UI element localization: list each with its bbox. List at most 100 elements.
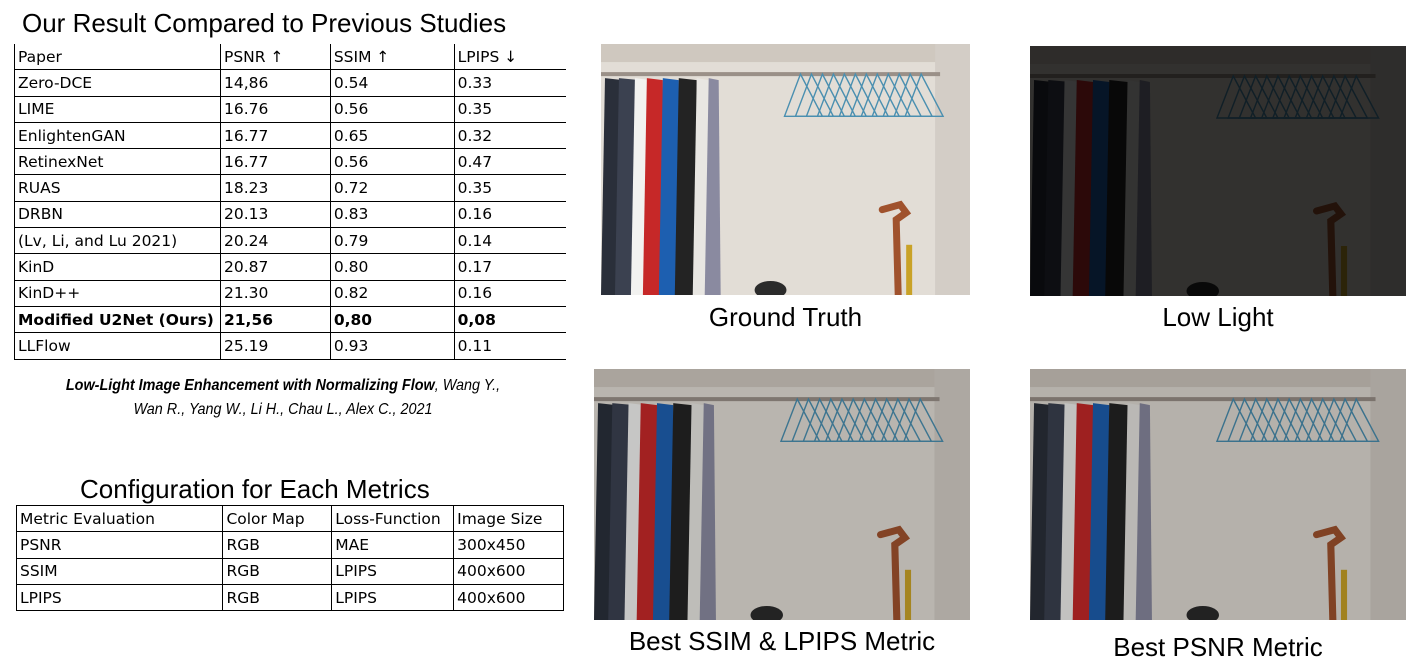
citation-authors-line1: , Wang Y., bbox=[434, 377, 501, 394]
results-cell-ssim: 0.93 bbox=[329, 332, 455, 360]
header-paper: Paper bbox=[14, 44, 221, 71]
results-row: RUAS 18.23 0.72 0.35 bbox=[14, 174, 566, 202]
results-cell-lpips: 0.17 bbox=[453, 253, 566, 281]
wardrobe-photo bbox=[1030, 46, 1406, 296]
results-cell-paper: RUAS bbox=[14, 174, 221, 202]
results-title: Our Result Compared to Previous Studies bbox=[22, 8, 507, 38]
citation-title: Low-Light Image Enhancement with Normali… bbox=[65, 377, 435, 394]
results-cell-psnr: 16.77 bbox=[219, 148, 331, 176]
results-cell-paper: KinD bbox=[14, 253, 221, 281]
wardrobe-photo bbox=[1030, 369, 1406, 620]
results-row: DRBN 20.13 0.83 0.16 bbox=[14, 200, 566, 229]
header-psnr: PSNR ↑ bbox=[219, 44, 331, 71]
results-row: LLFlow 25.19 0.93 0.11 bbox=[14, 332, 566, 360]
results-cell-lpips: 0.35 bbox=[453, 95, 566, 123]
low-light-image bbox=[1030, 46, 1406, 296]
results-cell-psnr: 16.77 bbox=[219, 121, 331, 150]
config-cell-loss: LPIPS bbox=[331, 557, 455, 585]
config-header-colormap: Color Map bbox=[222, 504, 333, 533]
config-cell-colormap: RGB bbox=[222, 557, 333, 585]
results-cell-paper: LIME bbox=[14, 95, 221, 123]
results-row: Modified U2Net (Ours) 21,56 0,80 0,08 bbox=[14, 305, 566, 334]
config-header-metric: Metric Evaluation bbox=[15, 504, 224, 533]
results-cell-paper: Zero-DCE bbox=[14, 69, 221, 97]
results-cell-ssim: 0.82 bbox=[329, 279, 455, 307]
results-cell-psnr: 14,86 bbox=[219, 69, 331, 97]
config-cell-colormap: RGB bbox=[222, 531, 333, 559]
results-cell-ssim: 0.65 bbox=[329, 121, 455, 150]
results-cell-lpips: 0.32 bbox=[453, 121, 566, 150]
results-cell-lpips: 0,08 bbox=[453, 305, 566, 334]
low-light-caption: Low Light bbox=[1162, 302, 1274, 332]
config-cell-loss: LPIPS bbox=[331, 583, 455, 612]
results-cell-ssim: 0.83 bbox=[329, 200, 455, 229]
results-cell-psnr: 21.30 bbox=[219, 279, 331, 307]
results-cell-psnr: 20.24 bbox=[219, 227, 331, 255]
results-cell-ssim: 0.72 bbox=[329, 174, 455, 202]
results-cell-ssim: 0.79 bbox=[329, 227, 455, 255]
results-cell-lpips: 0.16 bbox=[453, 279, 566, 307]
results-cell-ssim: 0.80 bbox=[329, 253, 455, 281]
config-cell-size: 400x600 bbox=[453, 557, 564, 585]
results-header-row: Paper PSNR ↑ SSIM ↑ LPIPS ↓ bbox=[14, 44, 566, 71]
results-cell-psnr: 25.19 bbox=[219, 332, 331, 360]
config-row: SSIM RGB LPIPS 400x600 bbox=[15, 557, 564, 585]
results-cell-lpips: 0.35 bbox=[453, 174, 566, 202]
results-row: KinD++ 21.30 0.82 0.16 bbox=[14, 279, 566, 307]
results-cell-psnr: 20.87 bbox=[219, 253, 331, 281]
results-cell-paper: LLFlow bbox=[14, 332, 221, 360]
citation: Low-Light Image Enhancement with Normali… bbox=[45, 374, 522, 422]
results-row: EnlightenGAN 16.77 0.65 0.32 bbox=[14, 121, 566, 150]
results-cell-paper: RetinexNet bbox=[14, 148, 221, 176]
results-cell-psnr: 20.13 bbox=[219, 200, 331, 229]
results-cell-psnr: 16.76 bbox=[219, 95, 331, 123]
ground-truth-caption: Ground Truth bbox=[708, 302, 863, 332]
citation-authors-line2: Wan R., Yang W., Li H., Chau L., Alex C.… bbox=[133, 401, 433, 418]
config-header-row: Metric Evaluation Color Map Loss-Functio… bbox=[15, 504, 564, 533]
config-cell-metric: PSNR bbox=[15, 531, 224, 559]
config-row: PSNR RGB MAE 300x450 bbox=[15, 531, 564, 559]
wardrobe-photo bbox=[594, 369, 970, 620]
config-title: Configuration for Each Metrics bbox=[80, 474, 430, 504]
results-row: RetinexNet 16.77 0.56 0.47 bbox=[14, 148, 566, 176]
results-cell-lpips: 0.14 bbox=[453, 227, 566, 255]
results-cell-ssim: 0,80 bbox=[329, 305, 455, 334]
results-cell-lpips: 0.16 bbox=[453, 200, 566, 229]
config-cell-metric: LPIPS bbox=[15, 583, 224, 612]
results-cell-lpips: 0.33 bbox=[453, 69, 566, 97]
wardrobe-photo bbox=[601, 44, 970, 295]
results-cell-lpips: 0.11 bbox=[453, 332, 566, 360]
config-cell-colormap: RGB bbox=[222, 583, 333, 612]
best-psnr-image bbox=[1030, 369, 1406, 620]
results-cell-ssim: 0.54 bbox=[329, 69, 455, 97]
config-cell-size: 300x450 bbox=[453, 531, 564, 559]
config-cell-loss: MAE bbox=[331, 531, 455, 559]
best-psnr-caption: Best PSNR Metric bbox=[1113, 632, 1323, 662]
results-row: (Lv, Li, and Lu 2021) 20.24 0.79 0.14 bbox=[14, 227, 566, 255]
header-ssim: SSIM ↑ bbox=[329, 44, 455, 71]
results-cell-ssim: 0.56 bbox=[329, 148, 455, 176]
results-cell-paper: KinD++ bbox=[14, 279, 221, 307]
results-cell-ssim: 0.56 bbox=[329, 95, 455, 123]
config-cell-size: 400x600 bbox=[453, 583, 564, 612]
results-table: Paper PSNR ↑ SSIM ↑ LPIPS ↓ Zero-DCE 14,8… bbox=[14, 44, 566, 360]
results-cell-lpips: 0.47 bbox=[453, 148, 566, 176]
ground-truth-image bbox=[601, 44, 970, 295]
results-cell-psnr: 18.23 bbox=[219, 174, 331, 202]
header-lpips: LPIPS ↓ bbox=[453, 44, 566, 71]
results-cell-paper: DRBN bbox=[14, 200, 221, 229]
results-cell-paper: EnlightenGAN bbox=[14, 121, 221, 150]
results-cell-paper: Modified U2Net (Ours) bbox=[14, 305, 221, 334]
results-row: Zero-DCE 14,86 0.54 0.33 bbox=[14, 69, 566, 97]
config-header-size: Image Size bbox=[453, 504, 564, 533]
results-cell-psnr: 21,56 bbox=[219, 305, 331, 334]
config-header-loss: Loss-Function bbox=[331, 504, 455, 533]
best-ssim-lpips-image bbox=[594, 369, 970, 620]
best-ssim-lpips-caption: Best SSIM & LPIPS Metric bbox=[628, 626, 936, 656]
results-row: LIME 16.76 0.56 0.35 bbox=[14, 95, 566, 123]
config-row: LPIPS RGB LPIPS 400x600 bbox=[15, 583, 564, 612]
config-table: Metric Evaluation Color Map Loss-Functio… bbox=[15, 504, 564, 612]
config-cell-metric: SSIM bbox=[15, 557, 224, 585]
results-cell-paper: (Lv, Li, and Lu 2021) bbox=[14, 227, 221, 255]
results-row: KinD 20.87 0.80 0.17 bbox=[14, 253, 566, 281]
